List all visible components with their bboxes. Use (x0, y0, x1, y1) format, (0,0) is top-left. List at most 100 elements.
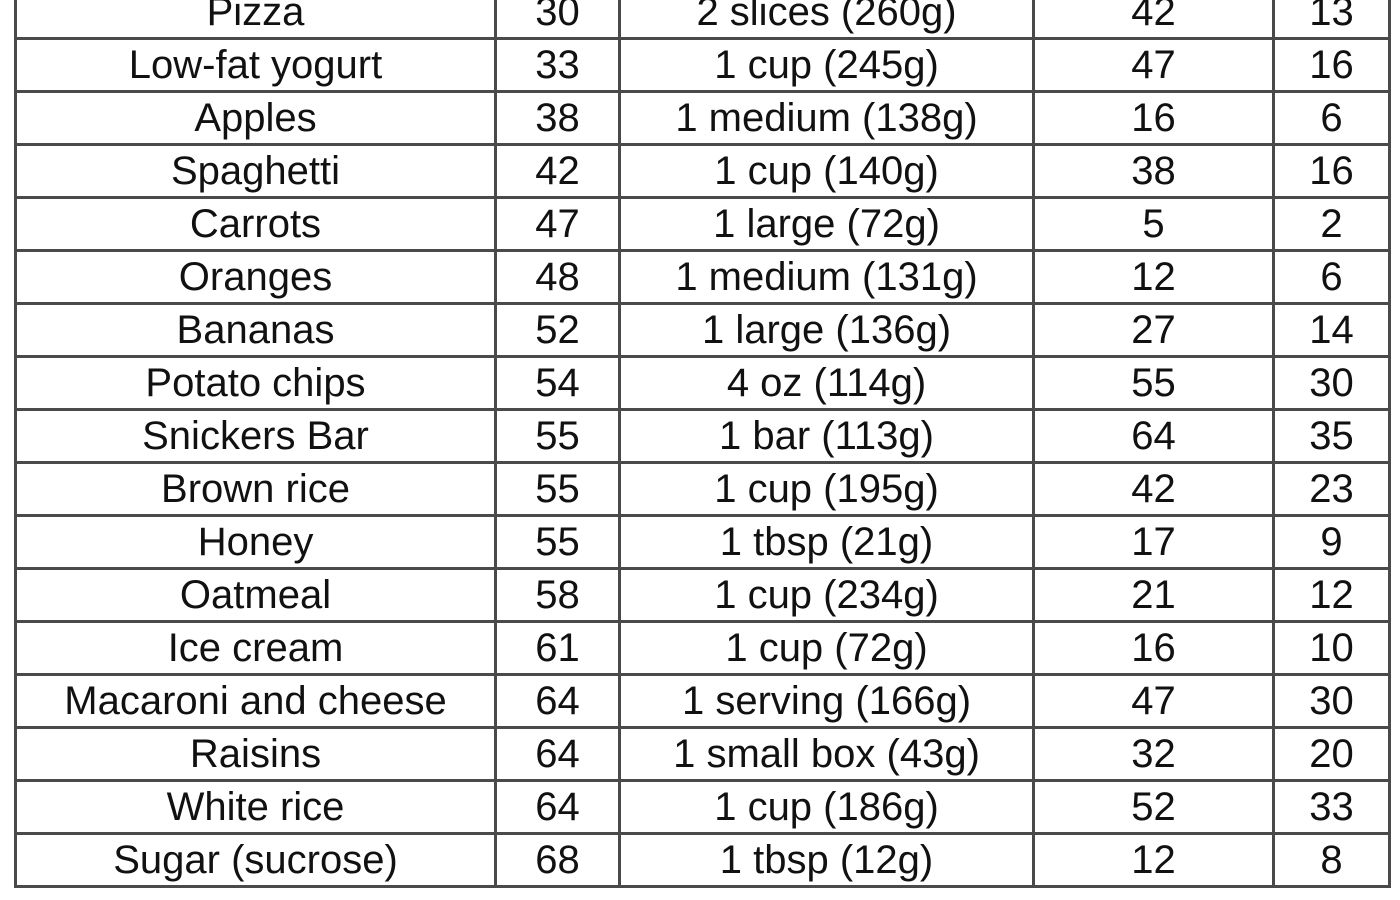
gl-value: 33 (1272, 779, 1391, 835)
table-row: Oatmeal 58 1 cup (234g) 21 12 (14, 567, 1391, 623)
carbs-value: 42 (1032, 0, 1275, 40)
carbs-value: 42 (1032, 461, 1275, 517)
serving-size: 1 cup (72g) (618, 620, 1035, 676)
gi-value: 54 (494, 355, 621, 411)
table-row: Bananas 52 1 large (136g) 27 14 (14, 302, 1391, 358)
gl-value: 30 (1272, 673, 1391, 729)
carbs-value: 47 (1032, 37, 1275, 93)
food-name: Pizza (14, 0, 497, 40)
carbs-value: 38 (1032, 143, 1275, 199)
gi-value: 52 (494, 302, 621, 358)
serving-size: 1 tbsp (12g) (618, 832, 1035, 888)
gl-value: 6 (1272, 249, 1391, 305)
table-body: Pizza 30 2 slices (260g) 42 13 Low-fat yogurt… (14, 0, 1391, 888)
gi-value: 30 (494, 0, 621, 40)
table-row: Apples 38 1 medium (138g) 16 6 (14, 90, 1391, 146)
food-name: Potato chips (14, 355, 497, 411)
food-name: Bananas (14, 302, 497, 358)
carbs-value: 52 (1032, 779, 1275, 835)
food-name: Macaroni and cheese (14, 673, 497, 729)
table-row: Ice cream 61 1 cup (72g) 16 10 (14, 620, 1391, 676)
gi-value: 38 (494, 90, 621, 146)
table-row: Spaghetti 42 1 cup (140g) 38 16 (14, 143, 1391, 199)
serving-size: 1 cup (234g) (618, 567, 1035, 623)
gl-value: 2 (1272, 196, 1391, 252)
carbs-value: 12 (1032, 249, 1275, 305)
gi-value: 55 (494, 461, 621, 517)
food-name: Oatmeal (14, 567, 497, 623)
gl-value: 12 (1272, 567, 1391, 623)
gl-value: 6 (1272, 90, 1391, 146)
food-name: Spaghetti (14, 143, 497, 199)
food-name: Honey (14, 514, 497, 570)
table-row: Oranges 48 1 medium (131g) 12 6 (14, 249, 1391, 305)
serving-size: 1 cup (186g) (618, 779, 1035, 835)
carbs-value: 12 (1032, 832, 1275, 888)
carbs-value: 27 (1032, 302, 1275, 358)
serving-size: 1 medium (131g) (618, 249, 1035, 305)
carbs-value: 64 (1032, 408, 1275, 464)
serving-size: 1 medium (138g) (618, 90, 1035, 146)
carbs-value: 32 (1032, 726, 1275, 782)
gi-value: 64 (494, 673, 621, 729)
serving-size: 4 oz (114g) (618, 355, 1035, 411)
gi-value: 42 (494, 143, 621, 199)
carbs-value: 55 (1032, 355, 1275, 411)
food-name: Snickers Bar (14, 408, 497, 464)
food-name: Carrots (14, 196, 497, 252)
food-name: Raisins (14, 726, 497, 782)
table-row: Carrots 47 1 large (72g) 5 2 (14, 196, 1391, 252)
serving-size: 1 large (72g) (618, 196, 1035, 252)
gl-value: 20 (1272, 726, 1391, 782)
carbs-value: 16 (1032, 90, 1275, 146)
table-row: Raisins 64 1 small box (43g) 32 20 (14, 726, 1391, 782)
table-row: White rice 64 1 cup (186g) 52 33 (14, 779, 1391, 835)
gi-value: 58 (494, 567, 621, 623)
gi-value: 61 (494, 620, 621, 676)
gl-value: 14 (1272, 302, 1391, 358)
gl-value: 8 (1272, 832, 1391, 888)
serving-size: 1 tbsp (21g) (618, 514, 1035, 570)
gl-value: 9 (1272, 514, 1391, 570)
table-row: Potato chips 54 4 oz (114g) 55 30 (14, 355, 1391, 411)
gl-value: 10 (1272, 620, 1391, 676)
gi-value: 64 (494, 726, 621, 782)
food-name: Apples (14, 90, 497, 146)
gl-value: 23 (1272, 461, 1391, 517)
serving-size: 1 cup (245g) (618, 37, 1035, 93)
gi-value: 64 (494, 779, 621, 835)
gi-value: 48 (494, 249, 621, 305)
gi-value: 33 (494, 37, 621, 93)
table-row: Low-fat yogurt 33 1 cup (245g) 47 16 (14, 37, 1391, 93)
gi-value: 68 (494, 832, 621, 888)
food-name: Brown rice (14, 461, 497, 517)
serving-size: 1 cup (140g) (618, 143, 1035, 199)
serving-size: 1 cup (195g) (618, 461, 1035, 517)
carbs-value: 16 (1032, 620, 1275, 676)
table-row: Brown rice 55 1 cup (195g) 42 23 (14, 461, 1391, 517)
carbs-value: 47 (1032, 673, 1275, 729)
table-row: Pizza 30 2 slices (260g) 42 13 (14, 0, 1391, 40)
carbs-value: 5 (1032, 196, 1275, 252)
carbs-value: 17 (1032, 514, 1275, 570)
gi-value: 55 (494, 514, 621, 570)
table-row: Honey 55 1 tbsp (21g) 17 9 (14, 514, 1391, 570)
gl-value: 16 (1272, 37, 1391, 93)
serving-size: 1 large (136g) (618, 302, 1035, 358)
serving-size: 1 small box (43g) (618, 726, 1035, 782)
gl-value: 13 (1272, 0, 1391, 40)
food-table: Pizza 30 2 slices (260g) 42 13 Low-fat yogurt… (14, 0, 1391, 888)
serving-size: 1 bar (113g) (618, 408, 1035, 464)
gl-value: 16 (1272, 143, 1391, 199)
serving-size: 1 serving (166g) (618, 673, 1035, 729)
table-container: Pizza 30 2 slices (260g) 42 13 Low-fat yogurt… (14, 0, 1391, 888)
gl-value: 35 (1272, 408, 1391, 464)
carbs-value: 21 (1032, 567, 1275, 623)
gi-value: 55 (494, 408, 621, 464)
table-row: Macaroni and cheese 64 1 serving (166g) 47 3… (14, 673, 1391, 729)
food-name: Sugar (sucrose) (14, 832, 497, 888)
food-name: Low-fat yogurt (14, 37, 497, 93)
food-name: White rice (14, 779, 497, 835)
food-name: Oranges (14, 249, 497, 305)
